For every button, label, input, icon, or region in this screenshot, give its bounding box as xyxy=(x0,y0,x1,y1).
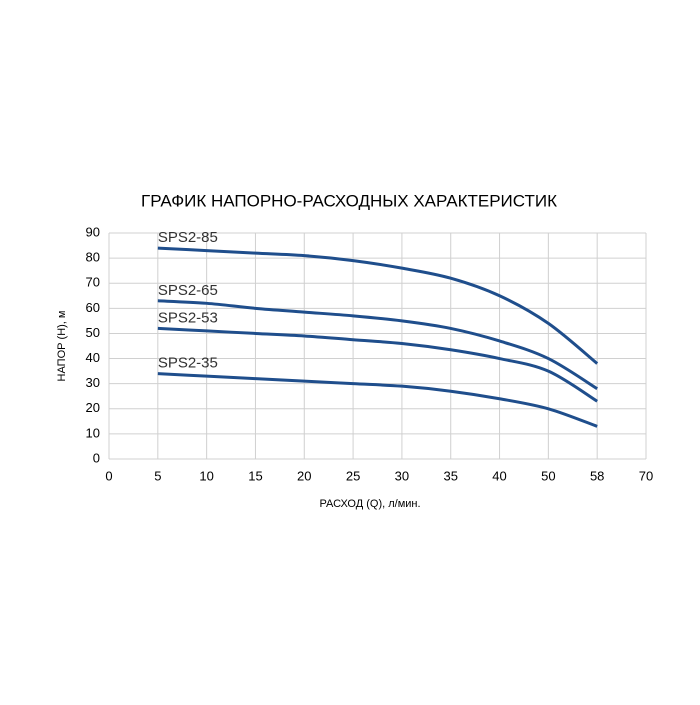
series-label: SPS2-35 xyxy=(158,355,218,372)
y-tick-label: 0 xyxy=(93,450,100,465)
x-tick-label: 5 xyxy=(154,468,161,483)
x-tick-label: 35 xyxy=(443,468,457,483)
y-tick-label: 70 xyxy=(86,275,100,290)
x-tick-label: 15 xyxy=(248,468,262,483)
series-line xyxy=(157,326,598,403)
y-tick-label: 10 xyxy=(86,425,100,440)
x-tick-label: 40 xyxy=(492,468,506,483)
x-tick-label: 10 xyxy=(199,468,213,483)
series-line xyxy=(157,372,598,428)
series-line xyxy=(157,299,598,390)
series-label: SPS2-65 xyxy=(158,282,218,299)
x-tick-label: 25 xyxy=(346,468,360,483)
y-tick-label: 50 xyxy=(86,325,100,340)
y-tick-label: 90 xyxy=(86,224,100,239)
x-tick-label: 20 xyxy=(297,468,311,483)
y-tick-label: 60 xyxy=(86,300,100,315)
x-tick-label: 30 xyxy=(395,468,409,483)
series-line xyxy=(157,246,599,365)
y-tick-label: 30 xyxy=(86,375,100,390)
x-tick-label: 58 xyxy=(590,468,604,483)
series-label: SPS2-85 xyxy=(158,229,218,246)
x-axis-label: РАСХОД (Q), л/мин. xyxy=(319,498,420,510)
y-tick-label: 20 xyxy=(86,400,100,415)
x-tick-label: 50 xyxy=(541,468,555,483)
y-tick-label: 80 xyxy=(86,250,100,265)
x-tick-label: 70 xyxy=(639,468,653,483)
y-tick-label: 40 xyxy=(86,350,100,365)
y-axis-label: НАПОР (Н), м xyxy=(56,311,68,382)
chart-title: ГРАФИК НАПОРНО-РАСХОДНЫХ ХАРАКТЕРИСТИК xyxy=(141,191,557,210)
x-tick-label: 0 xyxy=(105,468,112,483)
series-label: SPS2-53 xyxy=(158,309,218,326)
